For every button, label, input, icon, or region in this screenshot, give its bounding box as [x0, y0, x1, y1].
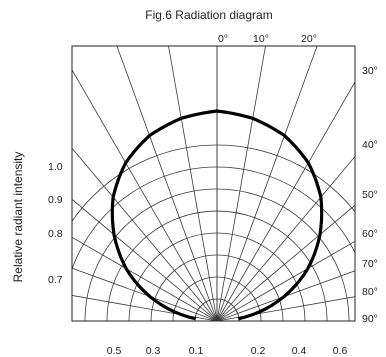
grid-radial-line	[72, 267, 218, 321]
grid-arc	[72, 166, 355, 271]
grid-radial-line	[72, 198, 218, 321]
grid-radial-line	[216, 81, 355, 321]
grid-radial-line	[216, 240, 355, 321]
grid-radial-line	[216, 270, 355, 321]
grid-arc	[128, 232, 306, 321]
angle-label-right: 50°	[362, 189, 378, 201]
angle-label-right: 70°	[362, 258, 378, 270]
angle-label-top: 10°	[253, 33, 269, 45]
grid-radial-line	[72, 147, 218, 321]
grid-arc	[84, 188, 350, 321]
grid-arc	[72, 144, 355, 223]
angle-label-right: 90°	[362, 313, 378, 325]
bottom-tick-label: 0.5	[107, 345, 122, 357]
polar-grid	[72, 46, 355, 321]
angle-label-right: 30°	[362, 65, 378, 77]
grid-radial-line	[72, 236, 218, 321]
grid-radial-line	[216, 155, 355, 321]
bottom-tick-label: 0.3	[146, 345, 161, 357]
angle-label-top: 0°	[218, 33, 228, 45]
bottom-tick-label: 0.1	[189, 345, 204, 357]
grid-radial-line	[216, 296, 355, 321]
grid-radial-line	[216, 204, 355, 321]
intensity-tick-label: 1.0	[48, 161, 63, 173]
chart-title: Fig.6 Radiation diagram	[145, 8, 272, 22]
bottom-tick-label: 0.6	[333, 345, 348, 357]
intensity-tick-label: 0.7	[48, 274, 63, 286]
angle-label-right: 60°	[362, 228, 378, 240]
grid-arc	[150, 254, 284, 321]
grid-arc	[106, 210, 328, 321]
plot-frame	[71, 45, 356, 322]
tick-labels: 0° 10° 20° 30° 40° 50° 60° 70° 80° 90° 1.0 0.9 0.8 0.…	[48, 33, 378, 357]
grid-radial-line	[216, 46, 318, 321]
grid-radial-line	[72, 295, 218, 321]
intensity-tick-label: 0.8	[48, 228, 63, 240]
y-axis-label: Relative radiant intensity	[11, 152, 25, 283]
angle-label-top: 20°	[301, 33, 317, 45]
grid-arc	[194, 298, 240, 321]
angle-label-right: 80°	[362, 286, 378, 298]
intensity-tick-label: 0.9	[48, 194, 63, 206]
grid-radial-line	[116, 46, 218, 321]
grid-radial-line	[216, 46, 266, 321]
grid-radial-line	[72, 69, 218, 321]
angle-label-right: 40°	[362, 139, 378, 151]
grid-arc	[172, 276, 262, 321]
bottom-tick-label: 0.2	[251, 345, 266, 357]
bottom-tick-label: 0.4	[292, 345, 307, 357]
grid-radial-line	[168, 46, 218, 321]
radiation-pattern-curve	[110, 109, 324, 321]
